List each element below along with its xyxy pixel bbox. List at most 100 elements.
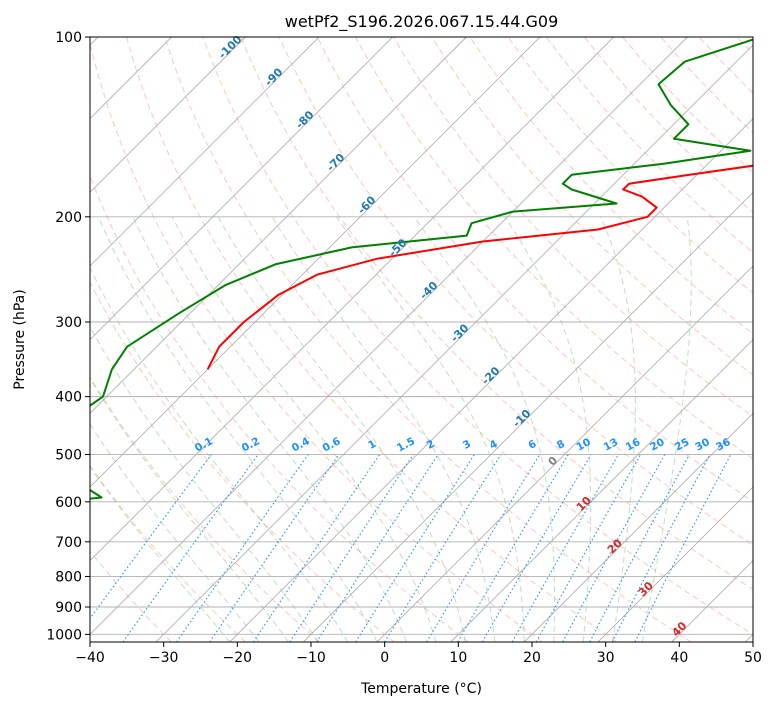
mixing-ratio-line — [316, 454, 439, 642]
moist-adiabat — [600, 216, 636, 642]
mixing-ratio-line — [252, 454, 381, 642]
dry-adiabat — [545, 37, 753, 254]
isotherm-label: -70 — [324, 151, 347, 174]
plot-frame — [89, 36, 754, 643]
plot-background — [90, 37, 753, 642]
x-tick-label: −40 — [75, 650, 105, 666]
y-tick-label: 700 — [55, 535, 82, 551]
mixing-ratio-line — [355, 454, 475, 642]
isotherm-label: 40 — [669, 619, 689, 639]
y-tick-label: 200 — [55, 210, 82, 226]
moist-adiabat — [132, 216, 407, 642]
isotherm-label: -60 — [355, 193, 378, 216]
x-axis-label: Temperature (°C) — [360, 681, 482, 697]
x-tick-label: 40 — [670, 650, 688, 666]
y-tick-label: 100 — [55, 30, 82, 46]
x-tick-label: −10 — [296, 650, 326, 666]
isotherm-label: -30 — [448, 321, 471, 344]
y-axis: 100 200 300 400 500 600 700 800 900 1000 — [46, 30, 90, 643]
isotherm-line — [90, 37, 246, 193]
temperature-line — [206, 164, 753, 370]
isotherm-line — [671, 560, 753, 642]
mixing-ratio-line — [511, 454, 619, 642]
dry-adiabat — [164, 37, 692, 642]
x-tick-label: −20 — [223, 650, 253, 666]
dry-adiabat — [90, 281, 395, 642]
isotherm-line — [155, 44, 753, 642]
mixing-ratio-label: 10 — [574, 436, 593, 453]
x-tick-label: 50 — [744, 650, 762, 666]
moist-adiabat — [90, 377, 290, 642]
y-tick-label: 900 — [55, 600, 82, 616]
dry-adiabat — [469, 37, 753, 335]
dry-adiabat — [316, 37, 753, 503]
mixing-ratio-line — [611, 454, 711, 642]
mixing-ratio-label: 3 — [461, 438, 473, 452]
moist-adiabat — [413, 216, 555, 642]
moist-adiabat — [641, 216, 692, 642]
x-tick-label: −30 — [149, 650, 179, 666]
y-tick-label: 300 — [55, 315, 82, 331]
y-tick-label: 1000 — [46, 627, 82, 643]
isotherm-line — [90, 37, 541, 488]
y-tick-label: 500 — [55, 448, 82, 464]
mixing-ratio-label: 36 — [714, 436, 733, 453]
isotherm-line — [90, 37, 614, 562]
mixing-ratio-line — [289, 454, 414, 642]
mixing-ratio-label: 4 — [488, 438, 500, 452]
moist-adiabat — [504, 216, 592, 642]
y-tick-label: 800 — [55, 569, 82, 585]
mixing-ratio-line — [209, 454, 340, 642]
isotherm-line — [524, 412, 753, 642]
x-tick-label: 20 — [523, 650, 541, 666]
mixing-ratio-label: 0.2 — [240, 435, 262, 454]
isotherm-line — [450, 339, 753, 642]
y-tick-label: 400 — [55, 390, 82, 406]
dry-adiabat — [660, 37, 753, 134]
dewpoint-line — [90, 38, 753, 500]
isotherm-label: -90 — [262, 65, 285, 88]
dry-adiabat — [355, 37, 753, 460]
isotherm-line — [303, 191, 753, 642]
isotherm-line — [229, 118, 753, 642]
chart-title: wetPf2_S196.2026.067.15.44.G09 — [285, 12, 559, 32]
mixing-ratio-label: 13 — [602, 436, 621, 453]
background-line-labels: 0.1 0.2 0.4 0.6 1 1.5 2 3 4 6 8 10 13 16 20 25 30 36-100-… — [193, 33, 733, 640]
isotherm-line — [376, 265, 753, 642]
x-axis: −40 −30 −20 −10 0 10 20 30 40 50 — [75, 642, 762, 666]
isotherm-line — [90, 37, 393, 341]
mixing-ratio-line — [457, 454, 569, 642]
moist-adiabat — [90, 266, 348, 642]
isotherm-line — [90, 37, 688, 635]
moist-adiabat — [171, 216, 437, 642]
mixing-ratio-label: 6 — [526, 438, 538, 452]
moist-adiabat — [90, 325, 319, 642]
moist-adiabat — [217, 216, 466, 642]
moist-adiabat — [90, 465, 231, 642]
mixing-ratio-line — [589, 454, 690, 642]
isotherm-label: -20 — [479, 364, 502, 387]
dry-adiabat — [90, 41, 543, 642]
mixing-ratio-label: 30 — [693, 436, 712, 453]
y-tick-label: 600 — [55, 495, 82, 511]
mixing-ratio-line — [90, 454, 212, 620]
x-tick-label: 10 — [449, 650, 467, 666]
mixing-ratio-line — [562, 454, 666, 642]
mixing-ratio-line — [481, 454, 592, 642]
mixing-ratio-line — [176, 454, 309, 642]
isotherm-line — [745, 633, 753, 642]
moist-adiabat — [90, 423, 260, 642]
dry-adiabat — [431, 37, 753, 376]
dry-adiabat — [90, 376, 321, 642]
sounding-lines — [90, 38, 753, 500]
mixing-ratio-label: 1 — [366, 438, 378, 452]
isotherm-label: 20 — [605, 536, 625, 556]
isotherm-line — [90, 37, 320, 267]
mixing-ratio-label: 16 — [624, 436, 643, 453]
mixing-ratio-label: 1.5 — [395, 435, 417, 454]
mixing-ratio-label: 0.1 — [193, 435, 215, 454]
isotherm-label: -80 — [293, 108, 316, 131]
dry-adiabat — [240, 37, 753, 590]
dry-adiabat — [507, 37, 753, 294]
